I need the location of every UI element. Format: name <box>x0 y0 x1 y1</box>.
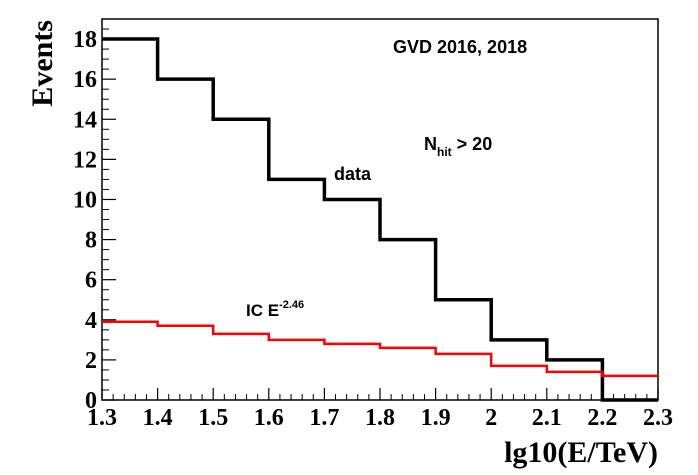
nhit-subscript: hit <box>437 145 452 159</box>
y-tick-label: 4 <box>85 308 97 334</box>
nhit-base: N <box>424 134 437 154</box>
y-tick-label: 8 <box>85 228 97 254</box>
y-axis: 0 2 4 6 8 10 12 14 16 18 <box>73 27 116 414</box>
x-tick-label: 2 <box>485 405 497 431</box>
ic-base: IC E <box>246 301 279 320</box>
x-tick-label: 2.1 <box>532 405 562 431</box>
x-tick-label: 1.5 <box>198 405 228 431</box>
x-tick-label: 1.8 <box>365 405 395 431</box>
y-axis-label: Events <box>26 20 59 107</box>
header-annotation: GVD 2016, 2018 <box>393 37 527 57</box>
x-tick-label: 2.3 <box>643 405 673 431</box>
x-tick-label: 1.3 <box>87 405 117 431</box>
x-tick-label: 1.9 <box>421 405 451 431</box>
x-tick-label: 2.2 <box>587 405 617 431</box>
y-tick-label: 2 <box>85 348 97 374</box>
series-data-line <box>102 37 658 402</box>
x-tick-label: 1.7 <box>309 405 339 431</box>
x-tick-label: 1.6 <box>254 405 284 431</box>
x-axis-label: lg10(E/TeV) <box>504 436 658 469</box>
y-tick-label: 6 <box>85 268 97 294</box>
y-tick-label: 10 <box>73 187 97 213</box>
ic-superscript: -2.46 <box>279 299 304 311</box>
x-tick-label: 1.4 <box>143 405 173 431</box>
series-layer <box>102 37 658 402</box>
y-tick-label: 16 <box>73 67 97 93</box>
y-tick-label: 18 <box>73 27 97 53</box>
y-tick-label: 0 <box>85 388 97 414</box>
data-series-label: data <box>334 164 372 184</box>
series-ic-model-line <box>102 320 658 378</box>
nhit-rest: > 20 <box>452 134 493 154</box>
ic-series-label: IC E-2.46 <box>246 299 304 320</box>
x-axis: 1.3 1.4 1.5 1.6 1.7 1.8 1.9 2 2.1 2.2 2.3 <box>87 388 673 431</box>
y-tick-label: 14 <box>73 107 97 133</box>
y-tick-label: 12 <box>73 147 97 173</box>
nhit-annotation: Nhit > 20 <box>424 134 492 159</box>
